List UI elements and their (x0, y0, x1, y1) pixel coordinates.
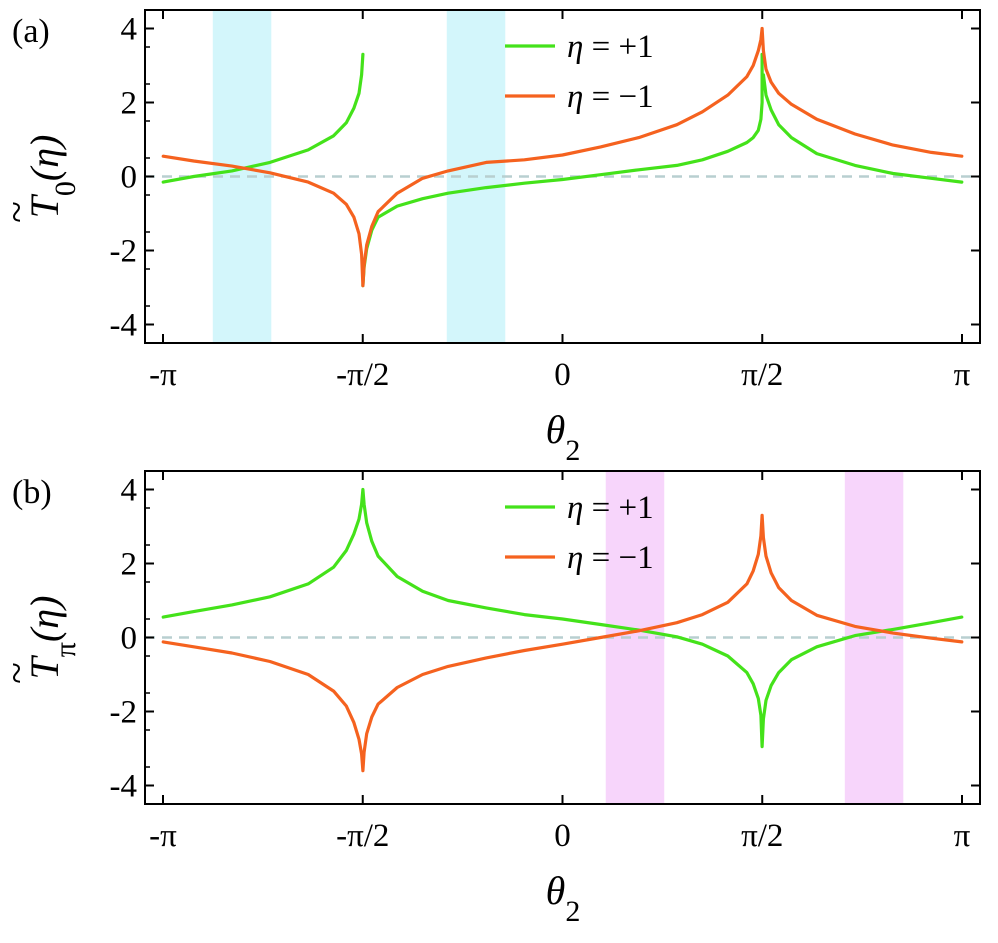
legend-label: η = −1 (567, 79, 654, 115)
tilde-accent: ~ (0, 662, 39, 684)
y-tick-label: 0 (121, 621, 138, 657)
panel-a: -π -π/2 0 π/2 π -4 -2 0 2 4 η = +1 η = −1 (a) T0(η… (0, 9, 981, 467)
series-group (161, 26, 964, 288)
y-tick-label: 2 (121, 547, 138, 583)
x-axis-label: θ2 (546, 407, 581, 467)
x-axis-label-text: θ2 (546, 868, 581, 928)
x-axis-label: θ2 (546, 868, 581, 928)
y-axis-label-text: T0(η) (22, 135, 82, 219)
y-tick-label: -2 (110, 234, 138, 270)
y-axis-label: T0(η)~ (0, 135, 82, 224)
series-line-eta-minus-1 (161, 513, 964, 773)
y-tick-label: -2 (110, 695, 138, 731)
x-tick-label: π (954, 818, 971, 854)
x-tick-label: π/2 (741, 818, 783, 854)
x-tick-label: -π (149, 357, 177, 393)
y-axis-label-text: Tπ(η) (22, 596, 82, 680)
legend: η = +1 η = −1 (505, 29, 654, 115)
x-tick-label: -π/2 (336, 357, 389, 393)
x-tick-label: π/2 (741, 357, 783, 393)
legend-label: η = +1 (567, 490, 654, 526)
y-axis-label: Tπ(η)~ (0, 596, 82, 685)
series-line-eta-plus-1 (161, 487, 964, 749)
x-tick-label: 0 (554, 357, 571, 393)
y-tick-label: 4 (121, 473, 138, 509)
y-tick-label: -4 (110, 769, 138, 805)
legend-label: η = +1 (567, 29, 654, 65)
y-tick-label: 0 (121, 160, 138, 196)
legend: η = +1 η = −1 (505, 490, 654, 576)
panel-label: (a) (12, 13, 50, 50)
x-tick-label: -π (149, 818, 177, 854)
panel-label: (b) (12, 474, 52, 511)
x-tick-label: 0 (554, 818, 571, 854)
y-tick-label: 4 (121, 12, 138, 48)
panel-b: -π -π/2 0 π/2 π -4 -2 0 2 4 η = +1 η = −1 (b) Tπ(η… (0, 470, 981, 928)
series-line-eta-plus-1 (161, 52, 964, 288)
tilde-accent: ~ (0, 201, 39, 223)
axis-ticks: -π -π/2 0 π/2 π -4 -2 0 2 4 (110, 470, 980, 854)
shaded-bands (605, 471, 904, 804)
x-tick-label: π (954, 357, 971, 393)
legend-label: η = −1 (567, 540, 654, 576)
series-line-eta-minus-1 (161, 26, 964, 288)
x-axis-label-text: θ2 (546, 407, 581, 467)
shaded-band (605, 471, 665, 804)
x-tick-label: -π/2 (336, 818, 389, 854)
y-tick-label: 2 (121, 86, 138, 122)
series-group (161, 487, 964, 773)
axis-ticks: -π -π/2 0 π/2 π -4 -2 0 2 4 (110, 9, 980, 393)
y-tick-label: -4 (110, 308, 138, 344)
